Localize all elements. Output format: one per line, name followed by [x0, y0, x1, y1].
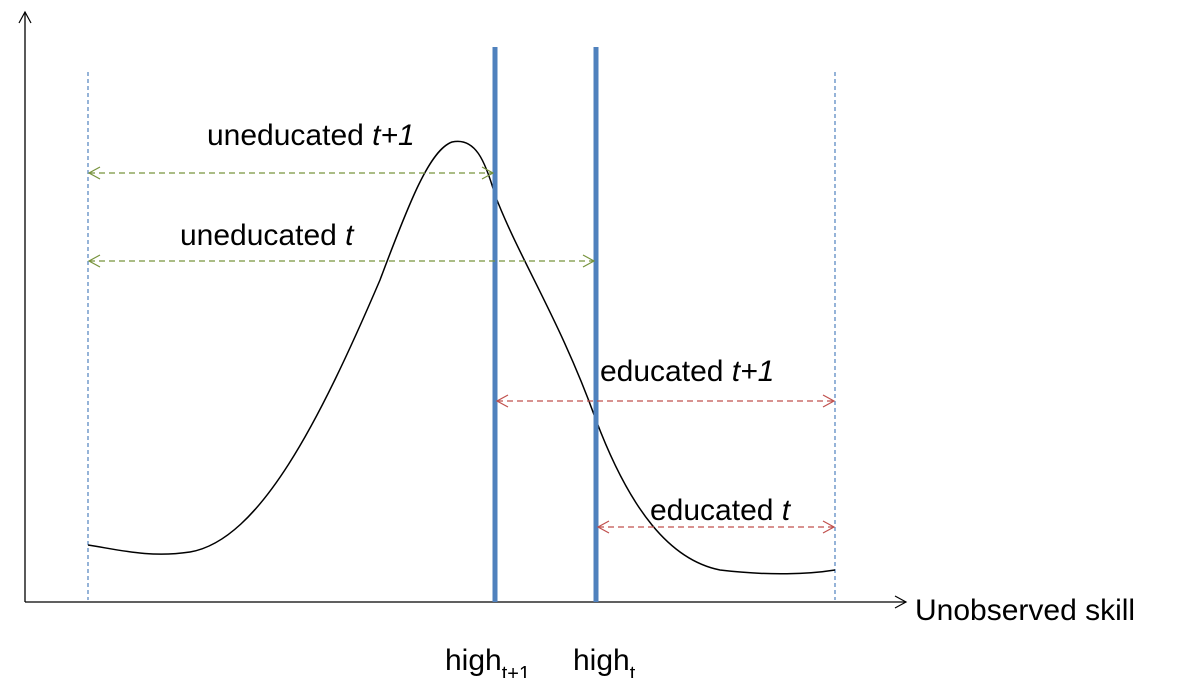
threshold-text: high: [445, 644, 502, 677]
label: uneducated t+1: [207, 119, 415, 152]
threshold-subscript: t+1: [502, 663, 530, 678]
label-text: educated: [650, 494, 773, 527]
label-text: uneducated: [180, 219, 337, 252]
label-period: t+1: [372, 119, 415, 152]
label: educated t+1: [600, 355, 774, 388]
threshold-subscript: t: [630, 663, 636, 678]
threshold-label: hight+1: [445, 644, 530, 678]
label-text: uneducated: [207, 119, 364, 152]
density-curve: [87, 140, 836, 575]
label-period: t+1: [732, 355, 775, 388]
label: uneducated t: [180, 219, 355, 252]
label-period: t: [782, 494, 792, 527]
label: educated t: [650, 494, 792, 527]
threshold-text: high: [573, 644, 630, 677]
label-text: educated: [600, 355, 723, 388]
x-axis-label: Unobserved skill: [915, 594, 1135, 627]
label-period: t: [345, 219, 355, 252]
threshold-label: hight: [573, 644, 636, 678]
